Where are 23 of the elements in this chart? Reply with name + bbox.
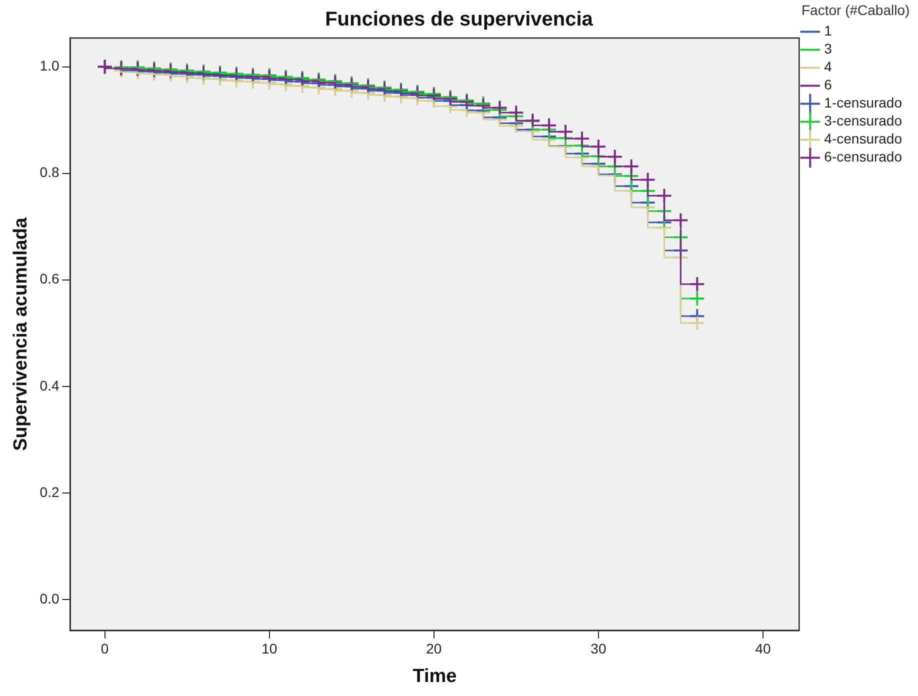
legend-title: Factor (#Caballo) (802, 2, 910, 18)
x-tick-label: 20 (426, 640, 442, 657)
y-tick-label: 0.4 (40, 377, 60, 394)
y-tick-label: 0.8 (40, 164, 60, 180)
legend-label: 3 (824, 40, 832, 57)
legend-label: 1-censurado (824, 94, 902, 111)
chart-title: Funciones de supervivencia (325, 8, 594, 31)
legend-label: 3-censurado (824, 112, 902, 129)
y-tick-label: 1.0 (40, 58, 60, 74)
legend-label: 4-censurado (824, 130, 902, 147)
legend-label: 6-censurado (824, 148, 902, 165)
legend-label: 6 (824, 76, 832, 93)
legend-label: 1 (824, 22, 832, 39)
x-axis-title: Time (412, 666, 457, 687)
y-axis-title: Supervivencia acumulada (10, 217, 32, 451)
y-tick-label: 0.6 (40, 270, 60, 287)
y-tick-label: 0.0 (40, 590, 60, 606)
x-tick-label: 30 (590, 640, 606, 657)
legend-label: 4 (824, 58, 832, 75)
x-tick-label: 0 (100, 640, 109, 657)
x-tick-label: 10 (262, 640, 278, 657)
y-tick-label: 0.2 (40, 484, 60, 500)
x-tick-label: 40 (755, 640, 771, 657)
